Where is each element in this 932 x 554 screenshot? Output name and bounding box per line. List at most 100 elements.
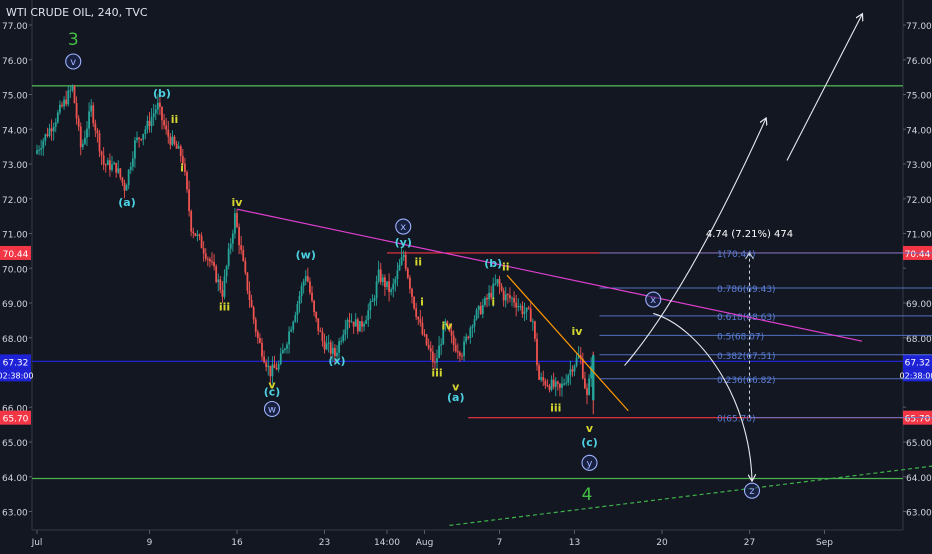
candle-body xyxy=(588,378,590,395)
y-tick-label-right: 68.00 xyxy=(906,335,932,345)
candle-body xyxy=(469,328,471,338)
last-candle-body xyxy=(592,355,594,400)
candle-body xyxy=(111,164,113,170)
candle-body xyxy=(540,377,542,380)
y-tick-label-right: 73.00 xyxy=(906,161,932,171)
candle-body xyxy=(217,279,219,282)
candle-body xyxy=(38,150,40,151)
level-tag-right-text-last-price-blue: 67.32 xyxy=(905,358,931,368)
candle-body xyxy=(147,121,149,130)
candle-body xyxy=(397,270,399,279)
wave-label-yellow: ii xyxy=(171,113,179,126)
candle-body xyxy=(586,388,588,395)
fib-level-label: 0.5(68.07) xyxy=(717,332,764,342)
candle-body xyxy=(332,348,334,354)
y-tick-label-right: 75.00 xyxy=(906,92,932,102)
candle-body xyxy=(184,164,186,172)
candle-body xyxy=(109,160,111,170)
candle-body xyxy=(330,343,332,354)
wave-label-major: 4 xyxy=(582,485,593,505)
candle-body xyxy=(194,233,196,236)
candle-body xyxy=(497,279,499,283)
candle-body xyxy=(97,130,99,133)
wave-label-circle-text: x xyxy=(650,295,656,306)
candle-body xyxy=(134,140,136,158)
candle-body xyxy=(88,111,90,128)
candle-body xyxy=(340,341,342,342)
candle-body xyxy=(409,278,411,289)
x-tick-label: 16 xyxy=(231,538,243,548)
level-tag-right-text-resistance-red: 70.44 xyxy=(905,250,931,260)
candle-body xyxy=(399,265,401,271)
candle-body xyxy=(382,277,384,282)
candle-body xyxy=(44,134,46,140)
candle-body xyxy=(101,151,103,155)
candle-body xyxy=(138,138,140,139)
candle-body xyxy=(569,369,571,375)
candle-body xyxy=(55,122,57,127)
candle-body xyxy=(561,384,563,388)
candle-body xyxy=(205,253,207,258)
candle-body xyxy=(236,213,238,227)
candle-body xyxy=(559,384,561,388)
y-tick-label-right: 76.00 xyxy=(906,57,932,67)
candle-body xyxy=(130,167,132,170)
candle-body xyxy=(547,385,549,386)
y-tick-label-left: 65.00 xyxy=(2,439,28,449)
candle-body xyxy=(259,338,261,343)
y-tick-label-right: 65.00 xyxy=(906,439,932,449)
candle-body xyxy=(213,262,215,266)
candle-body xyxy=(192,232,194,234)
candle-body xyxy=(117,168,119,172)
candle-body xyxy=(126,185,128,190)
candle-body xyxy=(574,366,576,372)
wave-label-cyan: (w) xyxy=(296,248,316,261)
candle-body xyxy=(524,312,526,314)
candle-body xyxy=(342,335,344,341)
candle-body xyxy=(434,362,436,363)
candle-body xyxy=(557,382,559,384)
y-tick-label-left: 68.00 xyxy=(2,335,28,345)
candle-body xyxy=(572,369,574,371)
candle-body xyxy=(455,345,457,351)
candle-body xyxy=(197,234,199,235)
candle-body xyxy=(180,146,182,156)
y-tick-label-left: 76.00 xyxy=(2,57,28,67)
candle-body xyxy=(99,133,101,151)
x-tick-label: Sep xyxy=(816,538,833,548)
y-tick-label-right: 64.00 xyxy=(906,474,932,484)
candle-body xyxy=(351,322,353,323)
candle-body xyxy=(267,366,269,367)
candle-body xyxy=(378,270,380,282)
candle-body xyxy=(307,276,309,281)
y-tick-label-left: 75.00 xyxy=(2,92,28,102)
candle-body xyxy=(59,105,61,113)
candle-body xyxy=(92,105,94,123)
candle-body xyxy=(47,134,49,136)
candle-body xyxy=(263,357,265,363)
candle-body xyxy=(367,310,369,320)
candle-body xyxy=(530,309,532,322)
wave-label-cyan: (x) xyxy=(328,354,345,367)
wave-label-cyan: (b) xyxy=(153,87,171,100)
wave-label-circle-text: x xyxy=(400,222,406,233)
candle-body xyxy=(72,86,74,90)
candle-body xyxy=(526,308,528,312)
candle-body xyxy=(286,344,288,348)
candle-body xyxy=(419,319,421,322)
candle-body xyxy=(353,322,355,327)
y-tick-label-left: 71.00 xyxy=(2,231,28,241)
candle-body xyxy=(122,177,124,182)
candle-body xyxy=(457,351,459,352)
wave-label-yellow: v xyxy=(586,422,594,435)
candle-body xyxy=(515,303,517,308)
candle-body xyxy=(174,137,176,144)
y-tick-label-right: 77.00 xyxy=(906,22,932,32)
candle-body xyxy=(140,139,142,140)
candle-body xyxy=(517,306,519,307)
candle-body xyxy=(584,378,586,388)
wave-label-yellow: iv xyxy=(442,320,454,333)
candle-body xyxy=(430,348,432,351)
